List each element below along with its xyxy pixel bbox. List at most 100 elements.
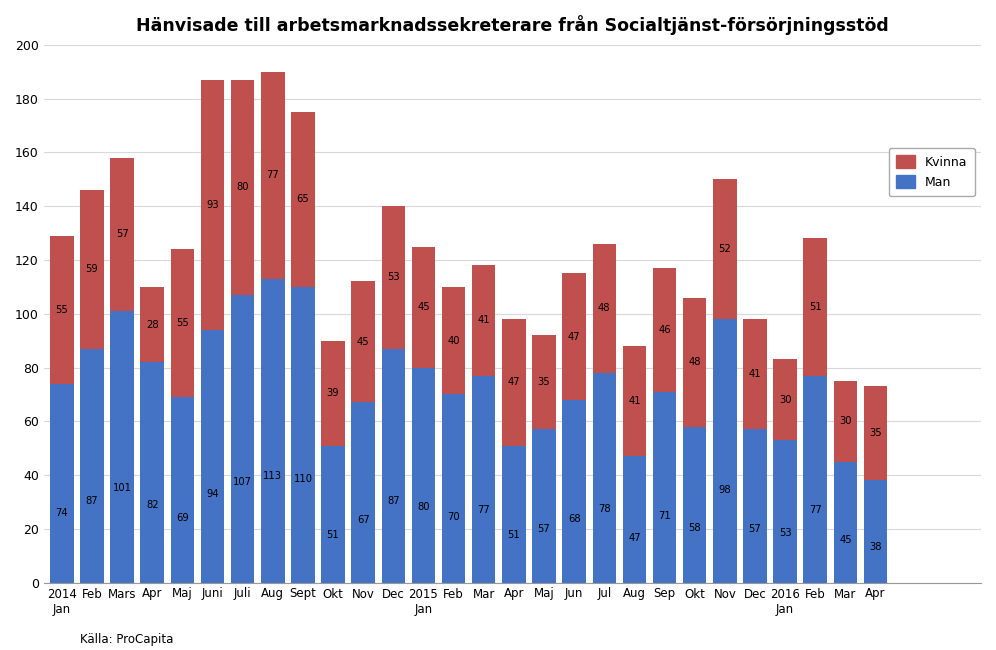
Text: 77: 77 xyxy=(477,505,490,515)
Text: 68: 68 xyxy=(568,514,581,524)
Bar xyxy=(683,298,706,426)
Text: 48: 48 xyxy=(598,304,611,313)
Bar xyxy=(502,319,526,445)
Bar xyxy=(231,80,254,295)
Bar xyxy=(532,335,556,430)
Bar xyxy=(743,430,767,582)
Bar xyxy=(140,287,164,362)
Bar xyxy=(622,346,646,456)
Bar xyxy=(111,311,133,582)
Bar xyxy=(864,480,887,582)
Bar xyxy=(683,426,706,582)
Text: 107: 107 xyxy=(233,477,252,487)
Text: 52: 52 xyxy=(718,244,731,254)
Text: 35: 35 xyxy=(870,428,881,438)
Text: 67: 67 xyxy=(357,515,370,525)
Text: 113: 113 xyxy=(263,471,282,481)
Bar xyxy=(111,158,133,311)
Text: 41: 41 xyxy=(628,396,640,406)
Bar xyxy=(322,341,345,445)
Bar xyxy=(834,381,858,462)
Text: 47: 47 xyxy=(508,377,520,387)
Bar xyxy=(804,376,827,582)
Bar xyxy=(804,239,827,376)
Bar xyxy=(261,72,285,279)
Text: 94: 94 xyxy=(206,489,219,499)
Text: 57: 57 xyxy=(749,524,761,534)
Bar xyxy=(773,359,797,440)
Text: 48: 48 xyxy=(688,357,701,367)
Text: Källa: ProCapita: Källa: ProCapita xyxy=(80,634,173,647)
Bar xyxy=(411,246,435,367)
Legend: Kvinna, Man: Kvinna, Man xyxy=(888,148,975,196)
Bar xyxy=(442,395,465,582)
Text: 98: 98 xyxy=(718,486,731,495)
Text: 30: 30 xyxy=(779,395,792,405)
Bar xyxy=(743,319,767,430)
Bar xyxy=(352,402,374,582)
Text: 53: 53 xyxy=(779,528,792,538)
Text: 80: 80 xyxy=(236,183,249,192)
Text: 93: 93 xyxy=(206,200,219,210)
Title: Hänvisade till arbetsmarknadssekreterare från Socialtjänst-försörjningsstöd: Hänvisade till arbetsmarknadssekreterare… xyxy=(136,15,888,35)
Text: 87: 87 xyxy=(387,496,399,506)
Bar xyxy=(652,392,676,582)
Text: 39: 39 xyxy=(327,388,340,398)
Text: 46: 46 xyxy=(658,325,671,335)
Bar xyxy=(50,384,74,582)
Bar xyxy=(322,445,345,582)
Bar xyxy=(593,244,617,373)
Text: 35: 35 xyxy=(538,377,551,387)
Bar xyxy=(352,281,374,402)
Text: 87: 87 xyxy=(86,496,99,506)
Text: 47: 47 xyxy=(628,534,640,543)
Text: 41: 41 xyxy=(477,315,490,326)
Text: 77: 77 xyxy=(809,505,822,515)
Text: 55: 55 xyxy=(176,318,188,328)
Text: 51: 51 xyxy=(809,302,822,312)
Bar xyxy=(834,462,858,582)
Bar xyxy=(381,348,405,582)
Bar xyxy=(563,274,586,400)
Bar xyxy=(563,400,586,582)
Bar xyxy=(291,287,315,582)
Text: 78: 78 xyxy=(598,504,611,514)
Text: 70: 70 xyxy=(447,512,460,522)
Text: 53: 53 xyxy=(387,272,399,283)
Text: 51: 51 xyxy=(508,530,520,540)
Bar xyxy=(472,265,495,376)
Text: 47: 47 xyxy=(568,332,581,342)
Bar xyxy=(81,348,104,582)
Text: 69: 69 xyxy=(176,513,188,523)
Text: 80: 80 xyxy=(417,502,429,512)
Bar xyxy=(713,179,737,319)
Text: 74: 74 xyxy=(56,508,68,518)
Bar xyxy=(140,362,164,582)
Bar xyxy=(773,440,797,582)
Bar xyxy=(81,190,104,348)
Bar xyxy=(502,445,526,582)
Text: 41: 41 xyxy=(749,369,761,379)
Bar xyxy=(442,287,465,395)
Bar xyxy=(593,373,617,582)
Text: 71: 71 xyxy=(658,511,671,521)
Text: 101: 101 xyxy=(113,482,131,493)
Bar xyxy=(261,279,285,582)
Text: 55: 55 xyxy=(56,305,68,315)
Text: 30: 30 xyxy=(840,416,852,426)
Bar xyxy=(170,397,194,582)
Bar xyxy=(411,367,435,582)
Bar xyxy=(50,236,74,384)
Text: 51: 51 xyxy=(327,530,340,540)
Text: 57: 57 xyxy=(116,229,128,239)
Bar xyxy=(713,319,737,582)
Bar xyxy=(472,376,495,582)
Text: 59: 59 xyxy=(86,265,99,274)
Bar xyxy=(622,456,646,582)
Text: 57: 57 xyxy=(538,524,551,534)
Text: 110: 110 xyxy=(294,474,313,484)
Bar xyxy=(201,330,224,582)
Bar xyxy=(381,206,405,348)
Bar xyxy=(864,386,887,480)
Text: 77: 77 xyxy=(266,170,279,180)
